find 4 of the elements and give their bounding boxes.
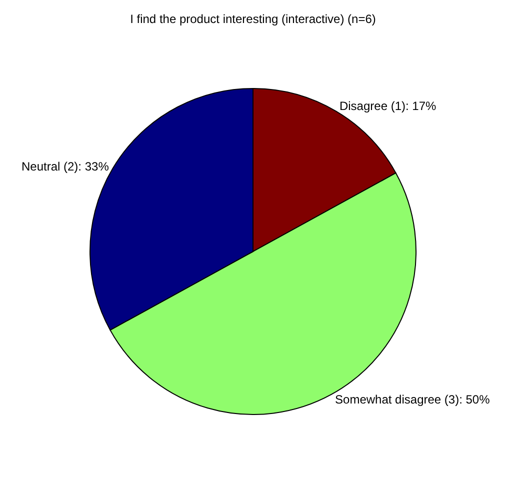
slice-label: Neutral (2): 33% <box>22 160 110 174</box>
slice-label: Somewhat disagree (3): 50% <box>335 392 490 407</box>
chart-title: I find the product interesting (interactive) (n=6) <box>130 12 376 26</box>
slice-label: Disagree (1): 17% <box>339 99 437 114</box>
